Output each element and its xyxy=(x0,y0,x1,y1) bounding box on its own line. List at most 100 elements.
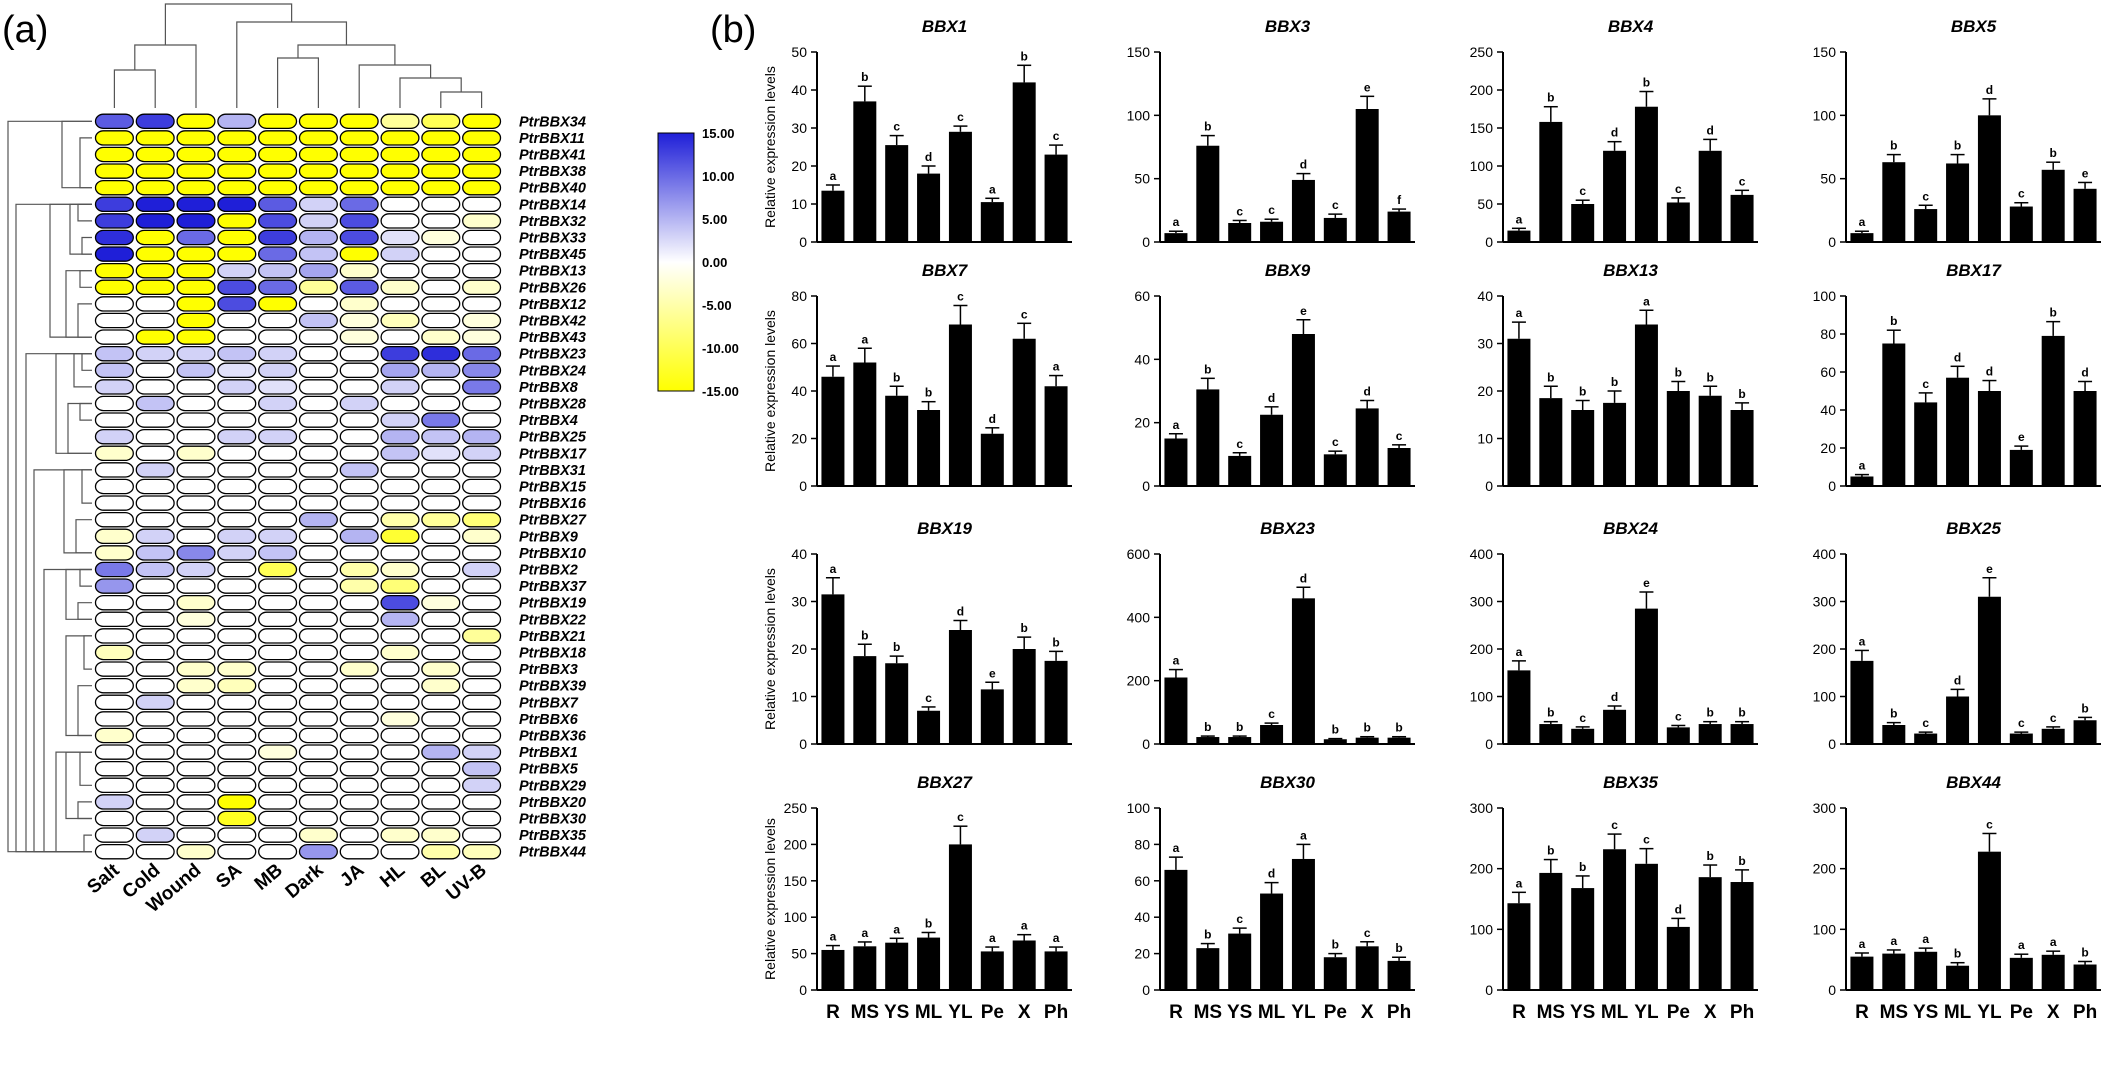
heatmap-cell xyxy=(94,246,134,262)
heatmap-cell xyxy=(421,827,461,843)
heatmap-cell xyxy=(298,146,338,163)
panel-title: BBX44 xyxy=(1946,773,2001,792)
bar xyxy=(1634,324,1658,486)
heatmap-cell xyxy=(298,611,338,628)
bar xyxy=(1323,957,1347,990)
heatmap-cell xyxy=(339,296,379,312)
heatmap-cell xyxy=(421,312,461,329)
heatmap-cell xyxy=(462,379,502,395)
significance-letter: b xyxy=(1954,139,1961,153)
heatmap-cell xyxy=(380,644,420,661)
heatmap-cell xyxy=(176,661,216,677)
heatmap-cell xyxy=(176,395,216,412)
heatmap-cell xyxy=(421,511,461,528)
heatmap-cell xyxy=(380,777,420,794)
heatmap-cell xyxy=(298,794,338,810)
heatmap-cell xyxy=(94,428,134,445)
bar-panel: BBX13 0 10 20 30 40 a b b b a b b b xyxy=(1477,261,1758,494)
bar xyxy=(1164,869,1188,990)
gene-label: PtrBBX38 xyxy=(519,164,587,180)
heatmap-cell xyxy=(94,511,134,528)
bar-panel: BBX35 0 100 200 300 a Rb MS b YS c ML c YL d Pe b Xb Ph xyxy=(1470,773,1758,1023)
bar xyxy=(2073,964,2097,990)
heatmap-cell xyxy=(94,561,134,578)
y-tick-label: 0 xyxy=(799,736,807,752)
heatmap-cell xyxy=(217,694,257,711)
bar xyxy=(1260,725,1284,744)
heatmap-cell xyxy=(380,843,420,860)
y-tick-label: 80 xyxy=(1134,836,1150,852)
bar xyxy=(917,173,941,242)
dendrogram-branch xyxy=(43,568,92,853)
heatmap-cell xyxy=(380,594,420,611)
gene-label: PtrBBX24 xyxy=(519,363,586,379)
heatmap-cell xyxy=(462,511,502,528)
heatmap-cell xyxy=(380,179,420,196)
heatmap-cell xyxy=(339,777,379,794)
colorbar-tick-label: -10.00 xyxy=(702,341,739,356)
heatmap-cell xyxy=(94,528,134,545)
heatmap-cell xyxy=(94,810,134,827)
heatmap-cell xyxy=(421,445,461,462)
heatmap-cell xyxy=(380,345,420,362)
bar xyxy=(1387,448,1411,486)
bar xyxy=(1634,608,1658,744)
significance-letter: a xyxy=(1516,645,1523,659)
heatmap-cell xyxy=(94,279,134,296)
heatmap-cell xyxy=(258,296,298,312)
colorbar-tick-label: 10.00 xyxy=(702,169,735,184)
heatmap-cell xyxy=(298,279,338,296)
heatmap-cell xyxy=(380,495,420,511)
heatmap-cell xyxy=(176,744,216,760)
significance-letter: a xyxy=(1859,459,1866,473)
bar xyxy=(980,689,1004,744)
heatmap-cell xyxy=(258,661,298,677)
gene-label: PtrBBX20 xyxy=(519,795,586,811)
gene-label: PtrBBX19 xyxy=(519,596,586,612)
heatmap-cell xyxy=(176,545,216,561)
heatmap-cell xyxy=(462,661,502,677)
heatmap-cell xyxy=(94,379,134,395)
bar-panel: BBX4 0 50 100 150 200 250 a b c d b c d c xyxy=(1470,17,1758,250)
heatmap-cell xyxy=(380,229,420,246)
heatmap-cell xyxy=(176,179,216,196)
heatmap-cell xyxy=(339,345,379,362)
x-tick-label: R xyxy=(1169,1002,1183,1023)
y-tick-label: 60 xyxy=(791,336,807,352)
significance-letter: b xyxy=(1395,941,1402,955)
heatmap-cell xyxy=(462,163,502,179)
panel-title: BBX7 xyxy=(922,261,969,280)
heatmap-cell xyxy=(380,213,420,229)
y-tick-label: 200 xyxy=(1470,861,1494,877)
bar xyxy=(1323,217,1347,242)
dendrogram xyxy=(7,3,483,853)
colorbar-scale xyxy=(657,132,695,392)
heatmap-cell xyxy=(421,462,461,478)
significance-letter: d xyxy=(1268,867,1275,881)
colorbar-tick-label: 0.00 xyxy=(702,255,727,270)
bar xyxy=(1571,728,1595,744)
heatmap-cell xyxy=(462,628,502,644)
bar xyxy=(1882,953,1906,990)
heatmap-cell xyxy=(94,843,134,860)
bar xyxy=(1539,398,1563,486)
significance-letter: c xyxy=(1739,174,1746,188)
heatmap-cell xyxy=(258,744,298,760)
dendrogram-branch xyxy=(399,77,462,108)
heatmap-cell xyxy=(258,495,298,511)
significance-letter: a xyxy=(861,926,868,940)
heatmap-cell xyxy=(217,428,257,445)
panel-title: BBX4 xyxy=(1608,17,1654,36)
heatmap-cell xyxy=(462,395,502,412)
heatmap-cell xyxy=(298,428,338,445)
x-tick-label: ML xyxy=(1258,1002,1286,1023)
bar xyxy=(2009,206,2033,242)
significance-letter: b xyxy=(1052,635,1059,649)
x-tick-label: YS xyxy=(1570,1002,1595,1023)
colorbar-tick-label: -15.00 xyxy=(702,384,739,399)
y-tick-label: 40 xyxy=(1134,351,1150,367)
heatmap-cell xyxy=(421,661,461,677)
heatmap-cell xyxy=(258,213,298,229)
heatmap-cell xyxy=(421,711,461,727)
